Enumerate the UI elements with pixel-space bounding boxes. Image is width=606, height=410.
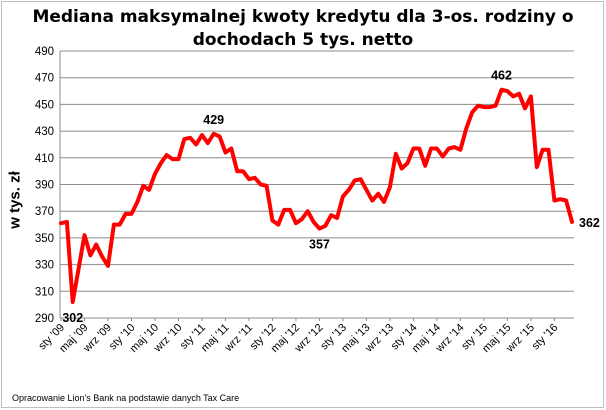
- x-tick-label: sty '16: [530, 322, 561, 353]
- data-label: 362: [579, 216, 600, 230]
- source-note: Opracowanie Lion's Bank na podstawie dan…: [12, 393, 240, 403]
- y-tick-label: 310: [35, 286, 54, 298]
- y-tick-label: 470: [35, 73, 54, 85]
- y-tick-label: 490: [35, 46, 54, 58]
- y-tick-label: 390: [35, 180, 54, 192]
- series-line: [59, 87, 574, 304]
- data-label: 429: [203, 113, 224, 127]
- y-tick-label: 330: [35, 260, 54, 272]
- y-tick-label: 430: [35, 126, 54, 138]
- chart-title: Mediana maksymalnej kwoty kredytu dla 3-…: [32, 7, 574, 50]
- data-label: 302: [62, 311, 83, 325]
- data-label: 462: [491, 69, 512, 83]
- data-label: 357: [309, 238, 330, 252]
- y-tick-label: 350: [35, 233, 54, 245]
- y-tick-label: 410: [35, 153, 54, 165]
- y-tick-label: 370: [35, 206, 54, 218]
- y-tick-label: 290: [35, 313, 54, 325]
- y-tick-label: 450: [35, 99, 54, 111]
